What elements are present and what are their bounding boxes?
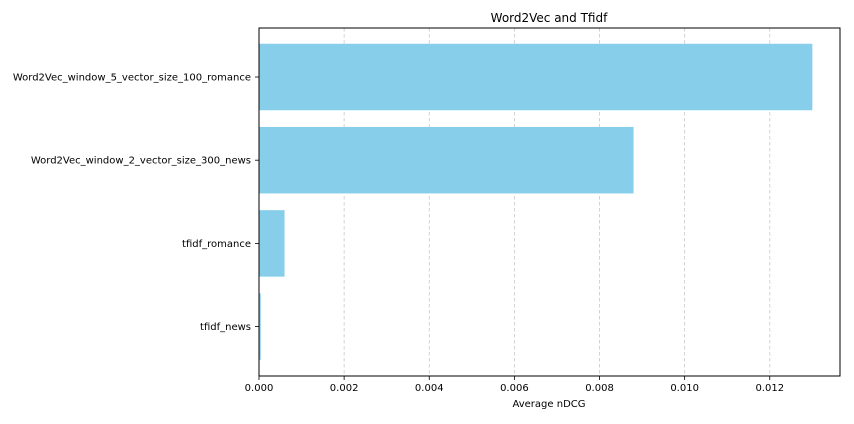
plot-frame bbox=[258, 27, 841, 377]
x-tick-label: 0.000 bbox=[245, 383, 274, 394]
y-axis: Word2Vec_window_5_vector_size_100_romanc… bbox=[13, 73, 259, 333]
x-tick-label: 0.008 bbox=[585, 383, 614, 394]
grid bbox=[258, 28, 771, 376]
bar-2 bbox=[259, 210, 285, 277]
chart-title: Word2Vec and Tfidf bbox=[491, 11, 608, 25]
bar-0 bbox=[259, 43, 813, 111]
y-tick-label: Word2Vec_window_2_vector_size_300_news bbox=[31, 156, 251, 167]
bar-1 bbox=[259, 126, 634, 194]
y-tick-label: tfidf_romance bbox=[182, 239, 251, 250]
x-axis: 0.000 0.002 0.004 0.006 0.008 0.010 0.012 bbox=[245, 376, 784, 394]
bars bbox=[259, 43, 813, 360]
x-tick-label: 0.012 bbox=[755, 383, 784, 394]
x-tick-label: 0.006 bbox=[500, 383, 529, 394]
bar-3 bbox=[259, 293, 261, 360]
y-tick-label: Word2Vec_window_5_vector_size_100_romanc… bbox=[13, 73, 251, 84]
x-tick-label: 0.010 bbox=[670, 383, 699, 394]
y-tick-label: tfidf_news bbox=[200, 322, 251, 333]
x-tick-label: 0.004 bbox=[415, 383, 444, 394]
x-tick-label: 0.002 bbox=[330, 383, 359, 394]
x-axis-label: Average nDCG bbox=[512, 399, 585, 410]
